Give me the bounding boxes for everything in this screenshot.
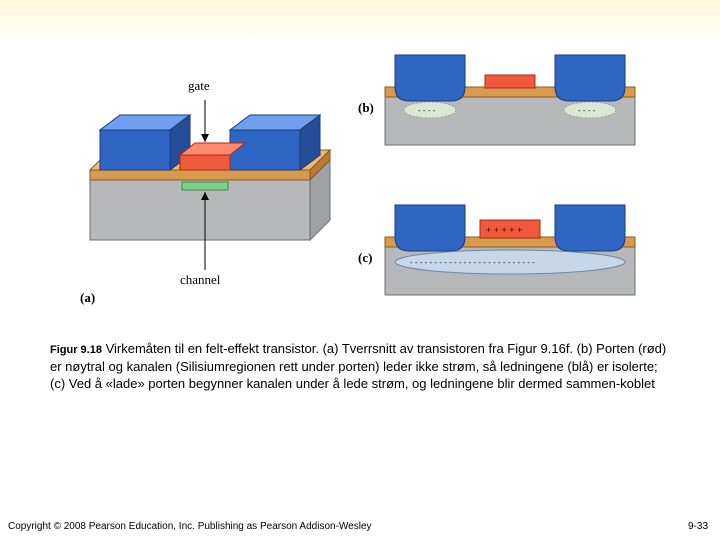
copyright-line: Copyright © 2008 Pearson Education, Inc.… xyxy=(8,521,372,532)
panel-b-tag: (b) xyxy=(358,100,374,116)
channel-label: channel xyxy=(180,272,220,288)
svg-text:- - - -: - - - - xyxy=(418,106,436,115)
slide-number: 9-33 xyxy=(688,521,708,532)
panel-c: + + + + + - - - - - - - - - - - - - - - … xyxy=(380,190,640,300)
svg-text:+ + + + +: + + + + + xyxy=(486,225,522,235)
svg-text:- - - -: - - - - xyxy=(578,106,596,115)
transistor-b-icon: - - - - - - - - xyxy=(380,40,640,150)
transistor-c-icon: + + + + + - - - - - - - - - - - - - - - … xyxy=(380,190,640,300)
figure-caption: Figur 9.18 Virkemåten til en felt-effekt… xyxy=(50,340,670,393)
slide-page: gate channel (a) - - - - - - - - (b) xyxy=(0,0,720,540)
gate-label: gate xyxy=(188,78,210,94)
transistor-a-icon xyxy=(80,60,340,300)
panel-a: gate channel xyxy=(80,60,340,300)
caption-text: Virkemåten til en felt-effekt transistor… xyxy=(50,341,666,391)
figure-number: Figur 9.18 xyxy=(50,344,102,356)
figure-area: gate channel (a) - - - - - - - - (b) xyxy=(80,40,620,310)
panel-c-tag: (c) xyxy=(358,250,372,266)
panel-a-tag: (a) xyxy=(80,290,95,306)
svg-text:- - - - - - - - - - - - - - -: - - - - - - - - - - - - - - - - - - - - … xyxy=(410,258,535,267)
panel-b: - - - - - - - - xyxy=(380,40,640,150)
